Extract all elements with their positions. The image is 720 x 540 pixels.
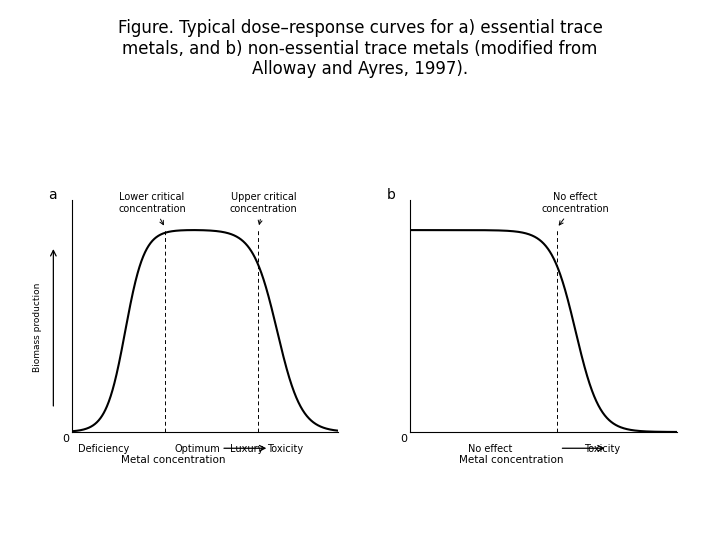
Text: b: b bbox=[387, 188, 395, 202]
Text: Toxicity: Toxicity bbox=[584, 444, 620, 454]
Text: Metal concentration: Metal concentration bbox=[459, 455, 564, 465]
Text: 0: 0 bbox=[63, 434, 69, 444]
Text: Upper critical
concentration: Upper critical concentration bbox=[230, 192, 297, 224]
Text: Figure. Typical dose–response curves for a) essential trace
metals, and b) non-e: Figure. Typical dose–response curves for… bbox=[117, 19, 603, 78]
Text: No effect: No effect bbox=[468, 444, 513, 454]
Text: Luxury: Luxury bbox=[230, 444, 264, 454]
Text: Deficiency: Deficiency bbox=[78, 444, 130, 454]
Text: a: a bbox=[48, 188, 57, 202]
Text: Lower critical
concentration: Lower critical concentration bbox=[118, 192, 186, 225]
Text: Biomass production: Biomass production bbox=[33, 283, 42, 372]
Text: Metal concentration: Metal concentration bbox=[121, 455, 225, 465]
Text: 0: 0 bbox=[401, 434, 408, 444]
Text: Toxicity: Toxicity bbox=[267, 444, 303, 454]
Text: Optimum: Optimum bbox=[174, 444, 220, 454]
Text: No effect
concentration: No effect concentration bbox=[541, 192, 609, 225]
